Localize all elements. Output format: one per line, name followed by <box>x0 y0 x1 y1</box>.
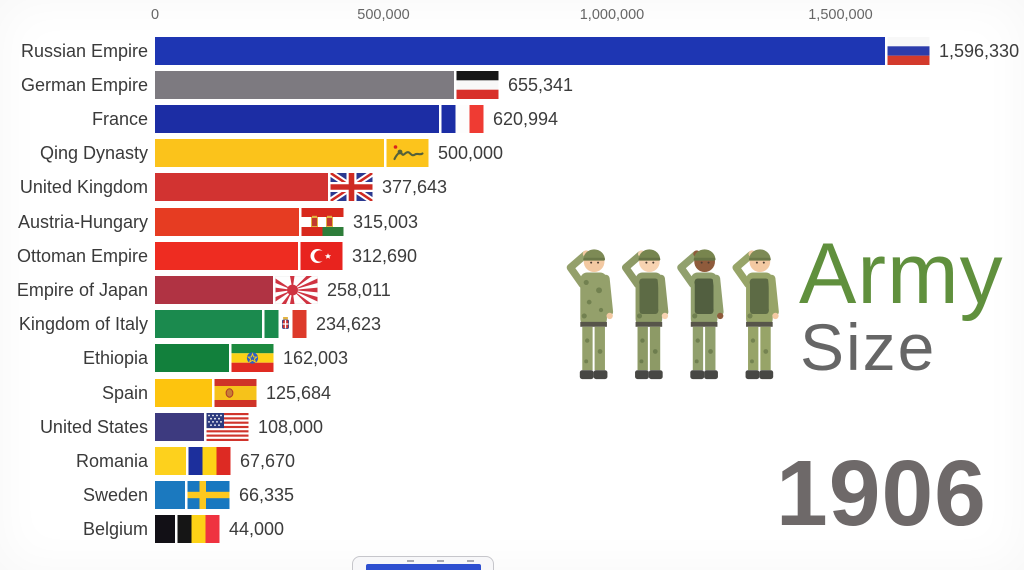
ottoman-empire-flag-icon <box>300 242 343 270</box>
value-label: 44,000 <box>229 519 285 540</box>
value-label: 315,003 <box>353 211 419 232</box>
value-label: 377,643 <box>382 177 448 198</box>
country-bar <box>155 70 454 99</box>
timeline-scrubber[interactable] <box>352 556 494 570</box>
chart-row: Ottoman Empire 312,690 <box>0 241 1024 270</box>
country-bar <box>155 207 299 236</box>
country-label: Belgium <box>82 519 148 540</box>
timeline-tick <box>467 560 474 562</box>
country-bar <box>155 36 885 65</box>
title-word-size: Size <box>800 310 937 384</box>
country-label: United States <box>39 416 148 437</box>
country-label: Qing Dynasty <box>39 143 148 164</box>
france-flag-icon <box>441 105 484 133</box>
chart-row: Ethiopia 162,003 <box>0 344 1024 373</box>
united-states-flag-icon <box>206 413 249 441</box>
timeline-progress[interactable] <box>366 564 481 570</box>
country-bar <box>155 139 384 168</box>
chart-row: Sweden 66,335 <box>0 481 1024 510</box>
value-label: 620,994 <box>493 108 559 129</box>
spain-flag-icon <box>214 379 257 407</box>
country-bar <box>155 173 328 202</box>
value-label: 66,335 <box>239 485 295 506</box>
value-label: 67,670 <box>240 450 296 471</box>
title-word-army: Army <box>799 226 1004 322</box>
country-label: Austria-Hungary <box>17 211 148 232</box>
value-label: 162,003 <box>283 348 349 369</box>
timeline-tick <box>407 560 414 562</box>
country-label: Kingdom of Italy <box>18 314 148 335</box>
saluting-soldiers-illustration <box>570 249 779 380</box>
x-axis-tick: 1,500,000 <box>808 7 873 23</box>
belgium-flag-icon <box>177 515 220 543</box>
year-label: 1906 <box>776 441 987 545</box>
country-label: German Empire <box>20 74 148 95</box>
country-bar <box>155 344 229 373</box>
value-label: 312,690 <box>352 245 418 266</box>
country-bar <box>155 275 273 304</box>
austria-hungary-flag-icon <box>301 208 344 236</box>
country-label: France <box>91 108 148 129</box>
sweden-flag-icon <box>187 481 230 509</box>
value-label: 125,684 <box>266 382 332 403</box>
country-label: Spain <box>101 382 148 403</box>
country-bar <box>155 481 185 510</box>
country-bar <box>155 412 204 441</box>
chart-row: Spain 125,684 <box>0 378 1024 407</box>
value-label: 234,623 <box>316 314 382 335</box>
german-empire-flag-icon <box>456 71 499 99</box>
chart-row: Austria-Hungary 315,003 <box>0 207 1024 236</box>
kingdom-of-italy-flag-icon <box>264 310 307 338</box>
country-label: Sweden <box>82 485 148 506</box>
chart-row: German Empire 655,341 <box>0 70 1024 99</box>
country-label: Empire of Japan <box>16 279 148 300</box>
chart-row: United Kingdom 377,643 <box>0 173 1024 202</box>
chart-row: Qing Dynasty 500,000 <box>0 139 1024 168</box>
country-label: Ethiopia <box>82 348 148 369</box>
chart-row: Romania 67,670 <box>0 446 1024 475</box>
romania-flag-icon <box>188 447 231 475</box>
qing-dynasty-flag-icon <box>386 139 429 167</box>
timeline-tick <box>437 560 444 562</box>
empire-of-japan-flag-icon <box>275 276 318 304</box>
country-label: United Kingdom <box>19 177 148 198</box>
country-label: Ottoman Empire <box>16 245 148 266</box>
chart-row: Empire of Japan 258,011 <box>0 275 1024 304</box>
united-kingdom-flag-icon <box>330 173 373 201</box>
chart-row: France 620,994 <box>0 104 1024 133</box>
x-axis-tick: 0 <box>150 7 160 23</box>
country-label: Romania <box>75 450 148 471</box>
chart-row: Kingdom of Italy 234,623 <box>0 310 1024 339</box>
country-bar <box>155 310 262 339</box>
country-bar <box>155 241 298 270</box>
chart-row: Russian Empire 1,596,330 <box>0 36 1024 65</box>
x-axis-tick: 500,000 <box>357 7 410 23</box>
value-label: 1,596,330 <box>939 40 1020 61</box>
country-bar <box>155 446 186 475</box>
value-label: 258,011 <box>327 279 391 300</box>
x-axis-tick: 1,000,000 <box>579 7 645 23</box>
country-bar <box>155 378 212 407</box>
chart-row: Belgium 44,000 <box>0 515 1024 544</box>
value-label: 655,341 <box>508 74 574 95</box>
country-bar <box>155 104 439 133</box>
chart-row: United States 108,000 <box>0 412 1024 441</box>
country-bar <box>155 515 175 544</box>
russian-empire-flag-icon <box>887 37 930 65</box>
value-label: 108,000 <box>258 416 324 437</box>
ethiopia-flag-icon <box>231 344 274 372</box>
value-label: 500,000 <box>438 143 504 164</box>
country-label: Russian Empire <box>20 40 148 61</box>
